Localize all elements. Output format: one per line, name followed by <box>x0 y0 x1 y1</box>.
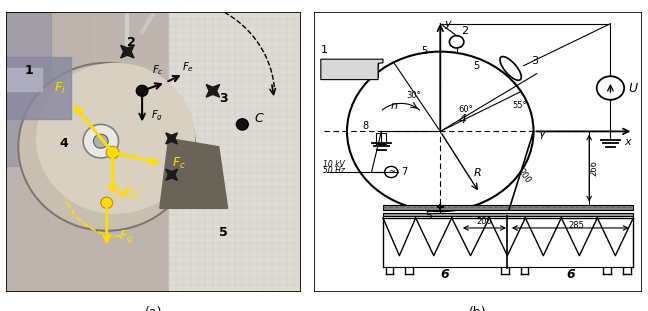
Text: $F_c$: $F_c$ <box>172 156 185 171</box>
Bar <box>326 68 329 72</box>
Bar <box>168 12 301 292</box>
Bar <box>321 62 378 68</box>
Text: 3: 3 <box>219 92 227 105</box>
Text: NC: NC <box>115 189 133 199</box>
Circle shape <box>36 63 195 214</box>
Text: 5: 5 <box>219 226 227 239</box>
Circle shape <box>93 134 108 148</box>
Circle shape <box>136 85 148 96</box>
Polygon shape <box>166 169 178 180</box>
Text: $F_i$: $F_i$ <box>54 81 65 96</box>
Text: 285: 285 <box>568 221 584 230</box>
Text: ~: ~ <box>388 168 395 176</box>
Text: 1: 1 <box>24 64 33 77</box>
Text: $U$: $U$ <box>629 81 640 95</box>
Text: 6: 6 <box>566 268 575 281</box>
Text: $F_g$: $F_g$ <box>151 109 163 123</box>
Text: 50 Hz: 50 Hz <box>323 166 345 175</box>
Bar <box>6 12 51 166</box>
Polygon shape <box>121 45 134 58</box>
Circle shape <box>101 197 113 208</box>
Text: 200: 200 <box>516 167 532 185</box>
Bar <box>376 133 386 144</box>
Circle shape <box>18 63 195 231</box>
Text: C: C <box>254 112 263 125</box>
Text: 8: 8 <box>362 121 368 131</box>
Text: $x$: $x$ <box>625 137 633 147</box>
Text: (a): (a) <box>145 306 163 311</box>
Text: $y$: $y$ <box>443 19 452 31</box>
Text: $F_g$: $F_g$ <box>124 183 139 200</box>
Text: 6: 6 <box>441 268 450 281</box>
Bar <box>6 68 42 91</box>
Polygon shape <box>206 85 220 97</box>
Text: 30°: 30° <box>406 91 421 100</box>
Bar <box>6 57 71 119</box>
Text: $n$: $n$ <box>390 101 399 111</box>
Text: $F_g$: $F_g$ <box>119 228 133 245</box>
Text: 5: 5 <box>421 46 427 56</box>
Text: 5: 5 <box>473 61 480 71</box>
Text: 2: 2 <box>128 36 136 49</box>
Text: 7: 7 <box>402 167 408 177</box>
Circle shape <box>237 119 248 130</box>
Text: 266: 266 <box>590 160 599 176</box>
Text: 200: 200 <box>476 217 492 226</box>
Circle shape <box>83 124 119 158</box>
Text: 1: 1 <box>321 45 328 55</box>
Text: 4: 4 <box>60 137 68 150</box>
Text: $R$: $R$ <box>473 166 481 178</box>
Text: (b): (b) <box>469 306 487 311</box>
Bar <box>321 72 378 77</box>
Polygon shape <box>160 138 227 208</box>
Text: 4: 4 <box>459 113 467 126</box>
Polygon shape <box>321 59 383 80</box>
Text: $F_c$: $F_c$ <box>152 63 164 77</box>
Text: 55°: 55° <box>513 100 527 109</box>
Text: 5: 5 <box>425 211 432 221</box>
Circle shape <box>106 146 119 159</box>
Text: γ: γ <box>538 129 545 139</box>
Bar <box>383 205 633 210</box>
Bar <box>383 213 633 216</box>
Polygon shape <box>166 133 178 144</box>
Text: 2: 2 <box>461 26 469 36</box>
Text: 60°: 60° <box>458 105 473 114</box>
Text: 10 kV: 10 kV <box>323 160 345 169</box>
Text: 3: 3 <box>531 56 538 66</box>
Text: $F_e$: $F_e$ <box>181 60 194 74</box>
